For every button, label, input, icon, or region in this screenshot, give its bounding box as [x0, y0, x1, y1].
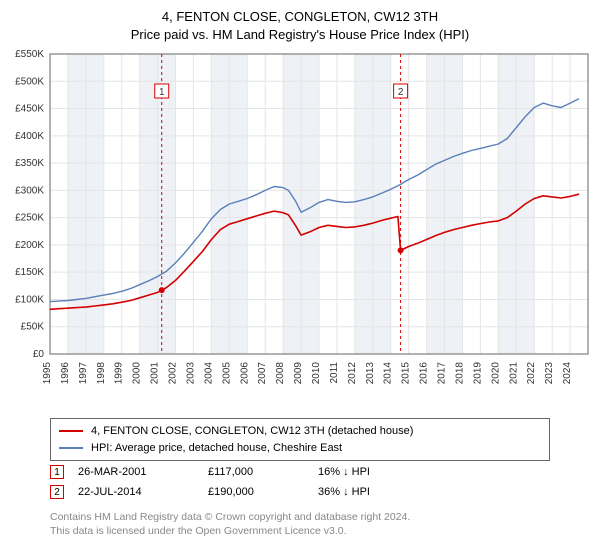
svg-text:1995: 1995 — [42, 362, 53, 385]
svg-text:£50K: £50K — [21, 322, 45, 333]
sales-row: 2 22-JUL-2014£190,00036% ↓ HPI — [50, 482, 428, 502]
svg-text:2012: 2012 — [347, 362, 358, 385]
svg-text:2020: 2020 — [490, 362, 501, 385]
chart-svg: £0 £50K £100K £150K £200K £250K £300K £350K £400… — [0, 44, 600, 414]
footnote-line-2: This data is licensed under the Open Gov… — [50, 525, 347, 537]
svg-text:2005: 2005 — [221, 362, 232, 385]
legend-box: 4, FENTON CLOSE, CONGLETON, CW12 3TH (de… — [50, 418, 550, 461]
svg-text:£0: £0 — [33, 349, 45, 360]
sale-marker: 2 — [50, 485, 64, 499]
sale-delta: 16% ↓ HPI — [318, 466, 428, 478]
svg-text:2013: 2013 — [365, 362, 376, 385]
svg-text:£100K: £100K — [15, 294, 44, 305]
svg-text:£250K: £250K — [15, 213, 44, 224]
legend-row: 4, FENTON CLOSE, CONGLETON, CW12 3TH (de… — [59, 423, 541, 440]
svg-text:2004: 2004 — [203, 362, 214, 385]
svg-text:£200K: £200K — [15, 240, 44, 251]
chart-container: 4, FENTON CLOSE, CONGLETON, CW12 3TH Pri… — [0, 0, 600, 560]
svg-text:2010: 2010 — [311, 362, 322, 385]
svg-text:2006: 2006 — [239, 362, 250, 385]
legend-swatch — [59, 447, 83, 449]
svg-text:£450K: £450K — [15, 104, 44, 115]
title-line-2: Price paid vs. HM Land Registry's House … — [131, 27, 469, 42]
svg-text:2009: 2009 — [293, 362, 304, 385]
svg-text:2017: 2017 — [437, 362, 448, 385]
svg-text:1997: 1997 — [78, 362, 89, 385]
svg-text:2023: 2023 — [544, 362, 555, 385]
chart-plot-area: £0 £50K £100K £150K £200K £250K £300K £350K £400… — [0, 44, 600, 414]
svg-text:£400K: £400K — [15, 131, 44, 142]
sale-date: 22-JUL-2014 — [78, 486, 208, 498]
svg-text:£300K: £300K — [15, 185, 44, 196]
legend-label: HPI: Average price, detached house, Ches… — [91, 440, 342, 457]
svg-text:£550K: £550K — [15, 49, 44, 60]
sales-row: 1 26-MAR-2001£117,00016% ↓ HPI — [50, 462, 428, 482]
svg-text:2008: 2008 — [275, 362, 286, 385]
svg-text:1: 1 — [159, 87, 165, 98]
sale-date: 26-MAR-2001 — [78, 466, 208, 478]
svg-text:2000: 2000 — [132, 362, 143, 385]
svg-text:1999: 1999 — [114, 362, 125, 385]
sale-delta: 36% ↓ HPI — [318, 486, 428, 498]
svg-text:2024: 2024 — [562, 362, 573, 385]
legend-label: 4, FENTON CLOSE, CONGLETON, CW12 3TH (de… — [91, 423, 413, 440]
svg-text:£150K: £150K — [15, 267, 44, 278]
svg-text:£500K: £500K — [15, 76, 44, 87]
svg-text:2: 2 — [398, 87, 404, 98]
svg-text:2001: 2001 — [150, 362, 161, 385]
svg-text:2007: 2007 — [257, 362, 268, 385]
svg-text:2019: 2019 — [472, 362, 483, 385]
legend-row: HPI: Average price, detached house, Ches… — [59, 440, 541, 457]
title-line-1: 4, FENTON CLOSE, CONGLETON, CW12 3TH — [162, 9, 438, 24]
svg-text:£350K: £350K — [15, 158, 44, 169]
svg-text:2018: 2018 — [454, 362, 465, 385]
svg-text:2015: 2015 — [401, 362, 412, 385]
svg-text:2011: 2011 — [329, 362, 340, 384]
svg-text:2014: 2014 — [383, 362, 394, 385]
svg-text:2002: 2002 — [168, 362, 179, 385]
sale-marker: 1 — [50, 465, 64, 479]
sales-table: 1 26-MAR-2001£117,00016% ↓ HPI 2 22-JUL-201… — [50, 462, 428, 502]
svg-text:1996: 1996 — [60, 362, 71, 385]
svg-text:1998: 1998 — [96, 362, 107, 385]
legend-swatch — [59, 430, 83, 432]
svg-text:2021: 2021 — [508, 362, 519, 385]
footnote-line-1: Contains HM Land Registry data © Crown c… — [50, 511, 410, 523]
footnote: Contains HM Land Registry data © Crown c… — [50, 510, 410, 538]
chart-title: 4, FENTON CLOSE, CONGLETON, CW12 3TH Pri… — [0, 0, 600, 43]
sale-price: £190,000 — [208, 486, 318, 498]
svg-text:2003: 2003 — [185, 362, 196, 385]
svg-text:2016: 2016 — [419, 362, 430, 385]
svg-text:2022: 2022 — [526, 362, 537, 385]
sale-price: £117,000 — [208, 466, 318, 478]
